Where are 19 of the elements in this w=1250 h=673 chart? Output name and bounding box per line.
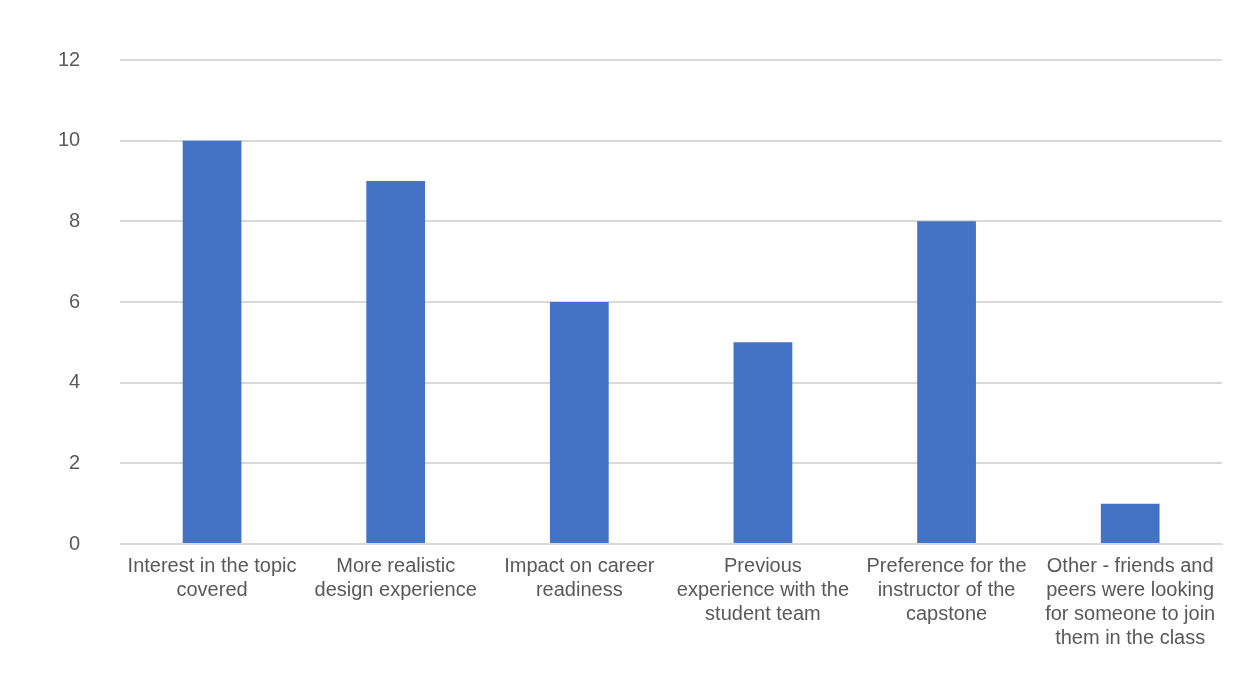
x-tick-label: Other - friends and peers were looking for someone to join them in the class (1045, 553, 1216, 648)
x-tick-label: More realistic design experience (314, 553, 477, 600)
bar (733, 342, 793, 543)
y-tick-label: 8 (69, 208, 81, 231)
x-tick-label: Interest in the topic covered (127, 553, 297, 600)
bar (1100, 503, 1160, 543)
x-tick-label: Impact on career readiness (504, 553, 655, 600)
y-tick-label: 2 (69, 450, 81, 473)
bar (366, 181, 426, 543)
y-tick-label: 0 (69, 531, 81, 554)
bar (917, 221, 976, 543)
y-tick-label: 10 (58, 128, 81, 151)
x-tick-label: Preference for the instructor of the capstone (866, 553, 1027, 624)
y-tick-label: 6 (69, 289, 81, 312)
bar (549, 302, 609, 543)
y-tick-label: 4 (69, 370, 81, 393)
y-tick-label: 12 (58, 47, 81, 70)
bar (182, 140, 242, 543)
x-tick-label: Previous experience with the student team (676, 553, 850, 624)
